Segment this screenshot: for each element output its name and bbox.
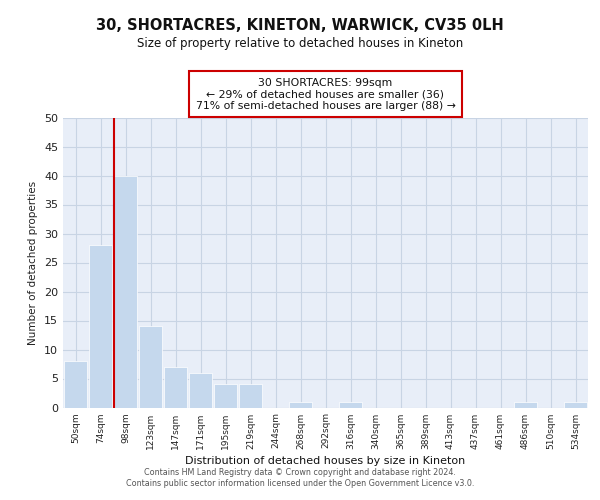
- Bar: [514, 402, 537, 407]
- Bar: [189, 372, 212, 408]
- Bar: [289, 402, 312, 407]
- X-axis label: Distribution of detached houses by size in Kineton: Distribution of detached houses by size …: [185, 456, 466, 466]
- Bar: [89, 245, 112, 408]
- Bar: [114, 176, 137, 408]
- Bar: [139, 326, 162, 407]
- Text: Size of property relative to detached houses in Kineton: Size of property relative to detached ho…: [137, 38, 463, 51]
- Text: 30 SHORTACRES: 99sqm
← 29% of detached houses are smaller (36)
71% of semi-detac: 30 SHORTACRES: 99sqm ← 29% of detached h…: [196, 78, 455, 111]
- Bar: [214, 384, 237, 407]
- Text: Contains HM Land Registry data © Crown copyright and database right 2024.
Contai: Contains HM Land Registry data © Crown c…: [126, 468, 474, 487]
- Y-axis label: Number of detached properties: Number of detached properties: [28, 180, 38, 344]
- Bar: [64, 361, 87, 408]
- Bar: [239, 384, 262, 407]
- Bar: [164, 367, 187, 408]
- Bar: [564, 402, 587, 407]
- Bar: [339, 402, 362, 407]
- Text: 30, SHORTACRES, KINETON, WARWICK, CV35 0LH: 30, SHORTACRES, KINETON, WARWICK, CV35 0…: [96, 18, 504, 32]
